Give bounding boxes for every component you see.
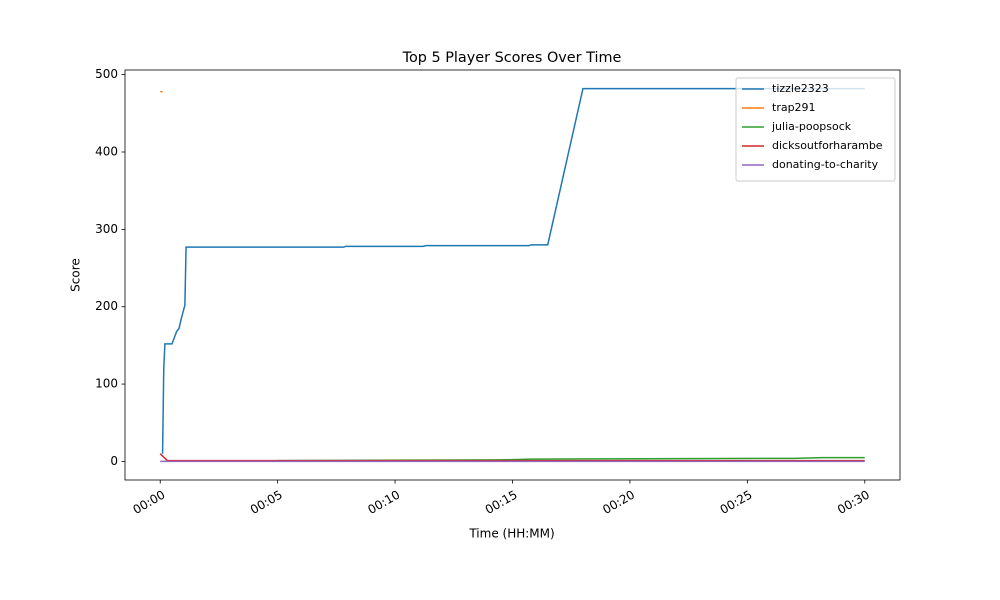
x-tick-label: 00:25: [718, 488, 755, 517]
x-tick-label: 00:05: [248, 488, 285, 517]
y-tick-label: 0: [110, 454, 118, 468]
y-axis-label: Score: [69, 258, 83, 292]
chart-title: Top 5 Player Scores Over Time: [402, 50, 622, 66]
legend: tizzle2323 trap291 julia-poopsock dicksoutf…: [735, 77, 896, 182]
y-tick-label: 200: [95, 299, 118, 313]
y-tick-label: 300: [95, 222, 118, 236]
x-axis-label: Time (HH:MM): [468, 527, 554, 541]
line-series: [161, 87, 865, 454]
legend-label: tizzle2323: [772, 82, 829, 95]
legend-box: [735, 77, 896, 182]
plot-area: [159, 87, 865, 463]
x-tick-label: 00:00: [131, 488, 168, 517]
x-tick-label: 00:10: [365, 488, 402, 517]
x-tick-label: 00:20: [600, 488, 637, 517]
y-tick-label: 100: [95, 377, 118, 391]
legend-label: julia-poopsock: [771, 120, 852, 133]
x-tick-label: 00:30: [835, 488, 872, 517]
x-tick-label: 00:15: [483, 488, 520, 517]
legend-label: donating-to-charity: [772, 158, 879, 171]
line-series: [159, 453, 865, 462]
y-tick-label: 400: [95, 145, 118, 159]
y-tick-label: 500: [95, 67, 118, 81]
legend-label: dicksoutforharambe: [772, 139, 883, 152]
legend-label: trap291: [772, 101, 816, 114]
